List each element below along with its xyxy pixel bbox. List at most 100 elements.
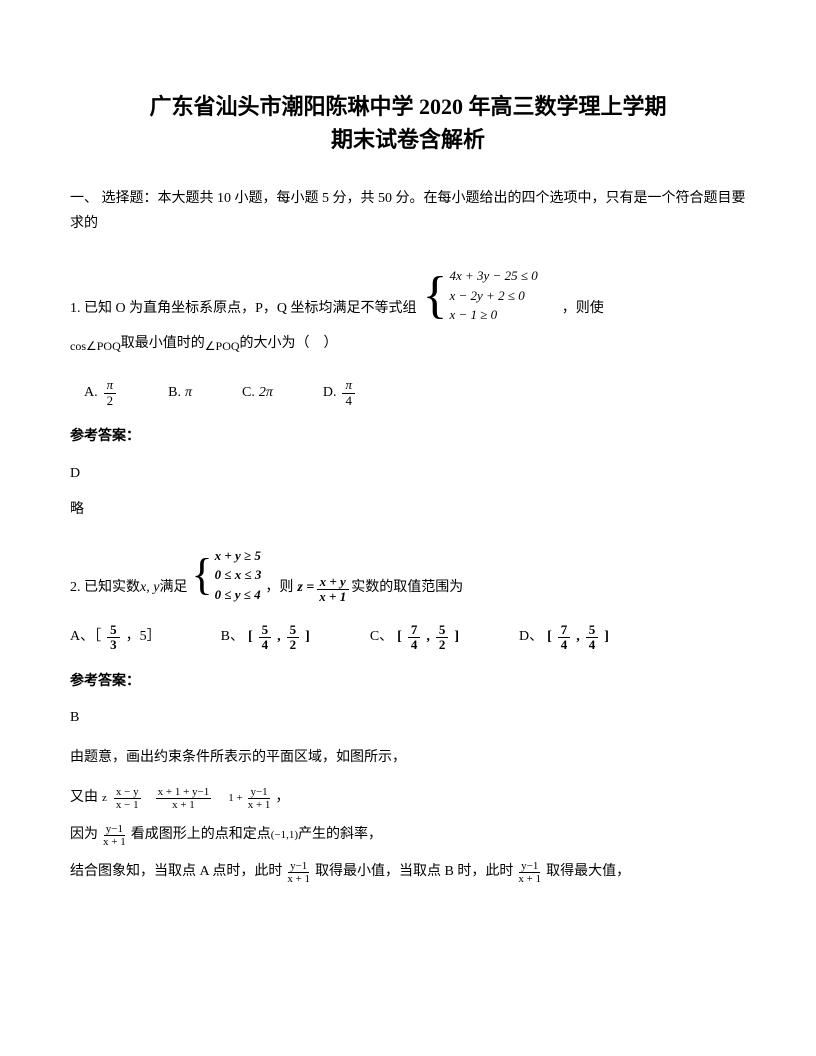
q1-optC-val: 2π bbox=[259, 378, 273, 409]
q2-sys2: 0 ≤ x ≤ 3 bbox=[215, 565, 262, 585]
q2-optC-l: 7 4 bbox=[408, 623, 421, 653]
title-line2: 期末试卷含解析 bbox=[70, 123, 746, 156]
q2-option-a: A、［ 5 3 ，5］ bbox=[70, 622, 161, 653]
q2-optB-lden: 4 bbox=[259, 638, 272, 652]
q2-exp3-den: x + 1 bbox=[101, 836, 128, 848]
title-line1: 广东省汕头市潮阳陈琳中学 2020 年高三数学理上学期 bbox=[70, 90, 746, 123]
q2-mid2: ，则 bbox=[265, 573, 293, 604]
q2-answer-label: 参考答案： bbox=[70, 671, 746, 693]
q2-optC-rnum: 5 bbox=[436, 623, 449, 638]
q2-exp3-suf: 产生的斜率， bbox=[298, 824, 382, 846]
q2-option-d: D、 [ 7 4 , 5 4 ] bbox=[519, 622, 609, 653]
page-title: 广东省汕头市潮阳陈琳中学 2020 年高三数学理上学期 期末试卷含解析 bbox=[70, 90, 746, 156]
q2-exp4: 结合图象知，当取点 A 点时，此时 y−1 x + 1 取得最小值，当取点 B … bbox=[70, 860, 746, 885]
comma: , bbox=[277, 622, 281, 653]
q1-optA-label: A. bbox=[84, 378, 98, 409]
q2-optB-rden: 2 bbox=[287, 638, 300, 652]
q2-optA-label: A、［ bbox=[70, 622, 101, 653]
q2-exp2-f2n: x + 1 + y−1 bbox=[156, 786, 212, 799]
brace-icon: { bbox=[191, 556, 212, 593]
q1-cos: cos∠POQ bbox=[70, 333, 121, 359]
q2-system-content: x + y ≥ 5 0 ≤ x ≤ 3 0 ≤ y ≤ 4 bbox=[215, 546, 262, 605]
q2-z-num: x + y bbox=[317, 575, 349, 590]
q2-optA-den: 3 bbox=[107, 638, 120, 652]
q1-l2d: 的大小为（ ） bbox=[240, 329, 338, 360]
q2-exp4-f1: y−1 x + 1 bbox=[285, 860, 312, 885]
q1-optD-den: 4 bbox=[342, 394, 355, 408]
q1-optB-label: B. bbox=[168, 378, 181, 409]
bracket-r-icon: ] bbox=[604, 622, 609, 653]
q1-sys2: x − 2y + 2 ≤ 0 bbox=[449, 286, 537, 306]
q1-suffix1: ，则使 bbox=[562, 294, 604, 325]
q2-optD-r: 5 4 bbox=[586, 623, 599, 653]
q2-exp3-frac: y−1 x + 1 bbox=[101, 823, 128, 848]
question-2: 2. 已知实数 x, y 满足 { x + y ≥ 5 0 ≤ x ≤ 3 0 … bbox=[70, 546, 746, 653]
q2-options: A、［ 5 3 ，5］ B、 [ 5 4 , 5 2 ] C、 [ bbox=[70, 622, 746, 653]
question-1: 1. 已知 O 为直角坐标系原点，P，Q 坐标均满足不等式组 { 4x + 3y… bbox=[70, 266, 746, 408]
q2-optC-lden: 4 bbox=[408, 638, 421, 652]
q2-exp2-f3n: y−1 bbox=[248, 786, 269, 799]
q1-option-b: B. π bbox=[168, 378, 192, 409]
q2-exp1: 由题意，画出约束条件所表示的平面区域，如图所示， bbox=[70, 744, 746, 772]
q2-optB-lnum: 5 bbox=[259, 623, 272, 638]
q2-exp3-pre: 因为 bbox=[70, 824, 98, 846]
q2-sys3: 0 ≤ y ≤ 4 bbox=[215, 585, 262, 605]
q2-system: { x + y ≥ 5 0 ≤ x ≤ 3 0 ≤ y ≤ 4 bbox=[191, 546, 261, 605]
q2-optA-frac: 5 3 bbox=[107, 623, 120, 653]
q2-optC-r: 5 2 bbox=[436, 623, 449, 653]
q2-optB-r: 5 2 bbox=[287, 623, 300, 653]
q2-vars: x, y bbox=[140, 573, 159, 604]
q2-exp2-comma: ， bbox=[275, 787, 289, 809]
q2-option-c: C、 [ 7 4 , 5 2 ] bbox=[370, 622, 459, 653]
bracket-l-icon: [ bbox=[397, 622, 402, 653]
q2-optD-label: D、 bbox=[519, 622, 543, 653]
q2-optC-lnum: 7 bbox=[408, 623, 421, 638]
q1-optA-den: 2 bbox=[104, 394, 117, 408]
q1-optA-frac: π 2 bbox=[104, 378, 117, 408]
q2-exp4-mid: 取得最小值，当取点 B 时，此时 bbox=[315, 861, 513, 883]
q2-exp2-z: z bbox=[102, 790, 107, 808]
q2-optD-rnum: 5 bbox=[586, 623, 599, 638]
q2-prefix: 2. 已知实数 bbox=[70, 573, 140, 604]
q2-exp3-pt: (−1,1) bbox=[271, 827, 298, 845]
q2-answer: B bbox=[70, 707, 746, 729]
q2-optC-label: C、 bbox=[370, 622, 393, 653]
q1-optA-num: π bbox=[104, 378, 117, 393]
q2-exp3-mid: 看成图形上的点和定点 bbox=[131, 824, 271, 846]
q1-prefix: 1. 已知 O 为直角坐标系原点，P，Q 坐标均满足不等式组 bbox=[70, 294, 417, 325]
q2-exp2-f1d: x − 1 bbox=[114, 799, 141, 811]
q2-exp4-pre: 结合图象知，当取点 A 点时，此时 bbox=[70, 861, 282, 883]
q2-exp2-f3d: x + 1 bbox=[246, 799, 273, 811]
q2-z-den: x + 1 bbox=[316, 590, 349, 604]
q2-optB-l: 5 4 bbox=[259, 623, 272, 653]
q2-exp2-f2: x + 1 + y−1 x + 1 bbox=[156, 786, 212, 811]
q1-optB-val: π bbox=[185, 378, 192, 409]
q1-system: { 4x + 3y − 25 ≤ 0 x − 2y + 2 ≤ 0 x − 1 … bbox=[423, 266, 538, 325]
q2-exp2-f2d: x + 1 bbox=[170, 799, 197, 811]
q1-optC-label: C. bbox=[242, 378, 255, 409]
q2-exp4-d1: x + 1 bbox=[285, 873, 312, 885]
q1-angle: ∠POQ bbox=[205, 333, 240, 359]
q2-optC-rden: 2 bbox=[436, 638, 449, 652]
bracket-l-icon: [ bbox=[547, 622, 552, 653]
comma: , bbox=[426, 622, 430, 653]
q2-exp3: 因为 y−1 x + 1 看成图形上的点和定点 (−1,1) 产生的斜率， bbox=[70, 823, 746, 848]
q1-option-a: A. π 2 bbox=[84, 378, 118, 409]
q2-exp2-f1n: x − y bbox=[114, 786, 141, 799]
q1-system-content: 4x + 3y − 25 ≤ 0 x − 2y + 2 ≤ 0 x − 1 ≥ … bbox=[449, 266, 537, 325]
q1-line2: cos∠POQ 取最小值时的 ∠POQ 的大小为（ ） bbox=[70, 329, 746, 360]
q1-line1: 1. 已知 O 为直角坐标系原点，P，Q 坐标均满足不等式组 { 4x + 3y… bbox=[70, 266, 746, 325]
q1-sys1: 4x + 3y − 25 ≤ 0 bbox=[449, 266, 537, 286]
q1-answer: D bbox=[70, 463, 746, 485]
q2-exp2-f3: y−1 x + 1 bbox=[246, 786, 273, 811]
q2-exp4-suf: 取得最大值， bbox=[546, 861, 630, 883]
q2-line1: 2. 已知实数 x, y 满足 { x + y ≥ 5 0 ≤ x ≤ 3 0 … bbox=[70, 546, 746, 605]
q2-sys1: x + y ≥ 5 bbox=[215, 546, 262, 566]
brace-icon: { bbox=[423, 275, 448, 317]
q2-exp4-d2: x + 1 bbox=[516, 873, 543, 885]
q2-exp2-pre: 又由 bbox=[70, 787, 98, 809]
section-header: 一、 选择题：本大题共 10 小题，每小题 5 分，共 50 分。在每小题给出的… bbox=[70, 186, 746, 236]
q1-option-d: D. π 4 bbox=[323, 378, 357, 409]
q1-options: A. π 2 B. π C. 2π D. π 4 bbox=[84, 378, 746, 409]
q2-option-b: B、 [ 5 4 , 5 2 ] bbox=[221, 622, 310, 653]
